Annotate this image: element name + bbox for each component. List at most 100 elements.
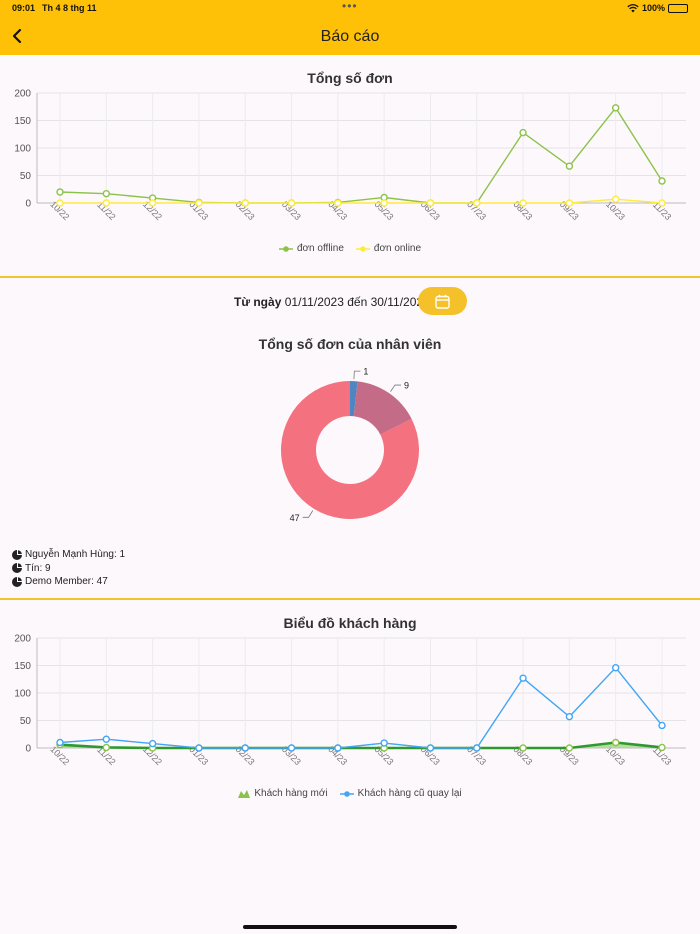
data-point	[611, 738, 620, 747]
data-point	[334, 199, 342, 207]
data-point	[56, 738, 64, 747]
chart-grid	[37, 637, 686, 749]
staff-entry: Demo Member: 47	[25, 576, 108, 588]
data-point	[426, 199, 435, 207]
data-point	[658, 743, 666, 752]
data-point	[519, 674, 527, 682]
list-item: Tín: 9	[12, 562, 125, 576]
staff-entry: Tín: 9	[25, 562, 51, 574]
calendar-button[interactable]	[418, 287, 467, 315]
data-point	[611, 195, 620, 203]
series-area	[60, 742, 662, 748]
y-tick-label: 200	[14, 89, 31, 100]
slice-leader-line	[353, 370, 361, 380]
legend-area-icon	[238, 790, 251, 798]
data-point	[148, 739, 157, 748]
data-point	[565, 712, 574, 721]
list-item: Demo Member: 47	[12, 575, 125, 589]
legend-line-icon	[278, 245, 293, 252]
date-range: Từ ngày 01/11/2023 đến 30/11/2023	[234, 295, 430, 309]
data-point	[102, 743, 111, 752]
staff-chart-title: Tổng số đơn của nhân viên	[258, 336, 442, 352]
data-point	[658, 177, 666, 185]
legend-label: Khách hàng mới	[254, 788, 328, 799]
status-right: 100%	[627, 3, 688, 13]
status-date: Th 4 8 thg 11	[42, 3, 97, 13]
data-point	[519, 199, 527, 207]
customer-chart-legend: Khách hàng mới Khách hàng cũ quay lại	[0, 788, 700, 799]
slice-leader-line	[302, 510, 314, 518]
y-tick-label: 0	[25, 199, 31, 210]
data-point	[519, 128, 527, 137]
data-point	[241, 744, 249, 752]
status-time: 09:01	[12, 3, 36, 13]
data-point	[611, 664, 620, 672]
pie-slice	[353, 381, 412, 435]
data-point	[658, 721, 666, 730]
pie-chart-icon	[12, 576, 22, 587]
battery-icon	[668, 3, 688, 13]
slice-label: 9	[404, 381, 409, 391]
data-point	[148, 199, 157, 207]
series-line	[59, 106, 663, 204]
y-tick-label: 200	[14, 634, 31, 645]
data-point	[380, 199, 388, 207]
data-point	[380, 739, 388, 747]
y-tick-label: 150	[14, 661, 31, 672]
page-title: Báo cáo	[320, 28, 380, 45]
slice-label: 47	[290, 513, 300, 523]
app-header: 09:01 Th 4 8 thg 11 ••• 100% Báo cáo	[0, 0, 700, 55]
section-divider	[0, 598, 700, 600]
y-tick-label: 100	[14, 144, 31, 155]
data-point	[565, 199, 574, 207]
series-line	[60, 198, 663, 204]
data-point	[287, 744, 296, 752]
y-tick-label: 50	[20, 171, 32, 182]
data-point	[195, 744, 203, 752]
legend-item-returning-customers[interactable]: Khách hàng cũ quay lại	[339, 788, 462, 799]
chart-grid	[37, 92, 686, 204]
home-indicator[interactable]	[243, 925, 457, 929]
calendar-icon	[435, 294, 450, 309]
orders-chart-legend: đơn offline đơn online	[0, 243, 700, 254]
data-point	[102, 735, 111, 743]
pie-chart-icon	[12, 549, 22, 560]
slice-label: 1	[363, 367, 368, 377]
series-line	[59, 666, 663, 749]
data-point	[56, 199, 64, 207]
legend-item-online[interactable]: đơn online	[355, 243, 422, 254]
list-item: Nguyễn Mạnh Hùng: 1	[12, 548, 125, 562]
data-point	[658, 199, 666, 207]
y-tick-label: 150	[14, 116, 31, 127]
y-tick-label: 0	[25, 744, 31, 755]
section-divider	[0, 276, 700, 278]
y-tick-label: 50	[20, 716, 32, 727]
data-point	[287, 199, 296, 207]
legend-item-new-customers[interactable]: Khách hàng mới	[238, 788, 328, 799]
data-point	[195, 199, 203, 207]
date-range-value: 01/11/2023 đến 30/11/2023	[284, 295, 430, 309]
data-point	[565, 162, 574, 170]
back-button[interactable]	[6, 24, 30, 48]
staff-list: Nguyễn Mạnh Hùng: 1 Tín: 9 Demo Member: …	[12, 548, 125, 589]
legend-label: đơn online	[373, 243, 422, 254]
data-point	[565, 744, 574, 752]
legend-item-offline[interactable]: đơn offline	[278, 243, 344, 254]
data-point	[102, 189, 111, 198]
orders-chart-title: Tổng số đơn	[307, 70, 393, 86]
legend-label: đơn offline	[296, 243, 344, 254]
data-point	[426, 744, 435, 752]
multitask-dots-icon[interactable]: •••	[342, 0, 358, 13]
series-line	[59, 741, 663, 750]
data-point	[56, 188, 64, 196]
legend-label: Khách hàng cũ quay lại	[357, 788, 462, 799]
legend-line-icon	[339, 790, 354, 797]
wifi-icon	[627, 3, 639, 12]
staff-entry: Nguyễn Mạnh Hùng: 1	[25, 549, 126, 561]
data-point	[519, 744, 527, 752]
data-point	[241, 199, 249, 207]
pie-slice	[281, 381, 419, 519]
